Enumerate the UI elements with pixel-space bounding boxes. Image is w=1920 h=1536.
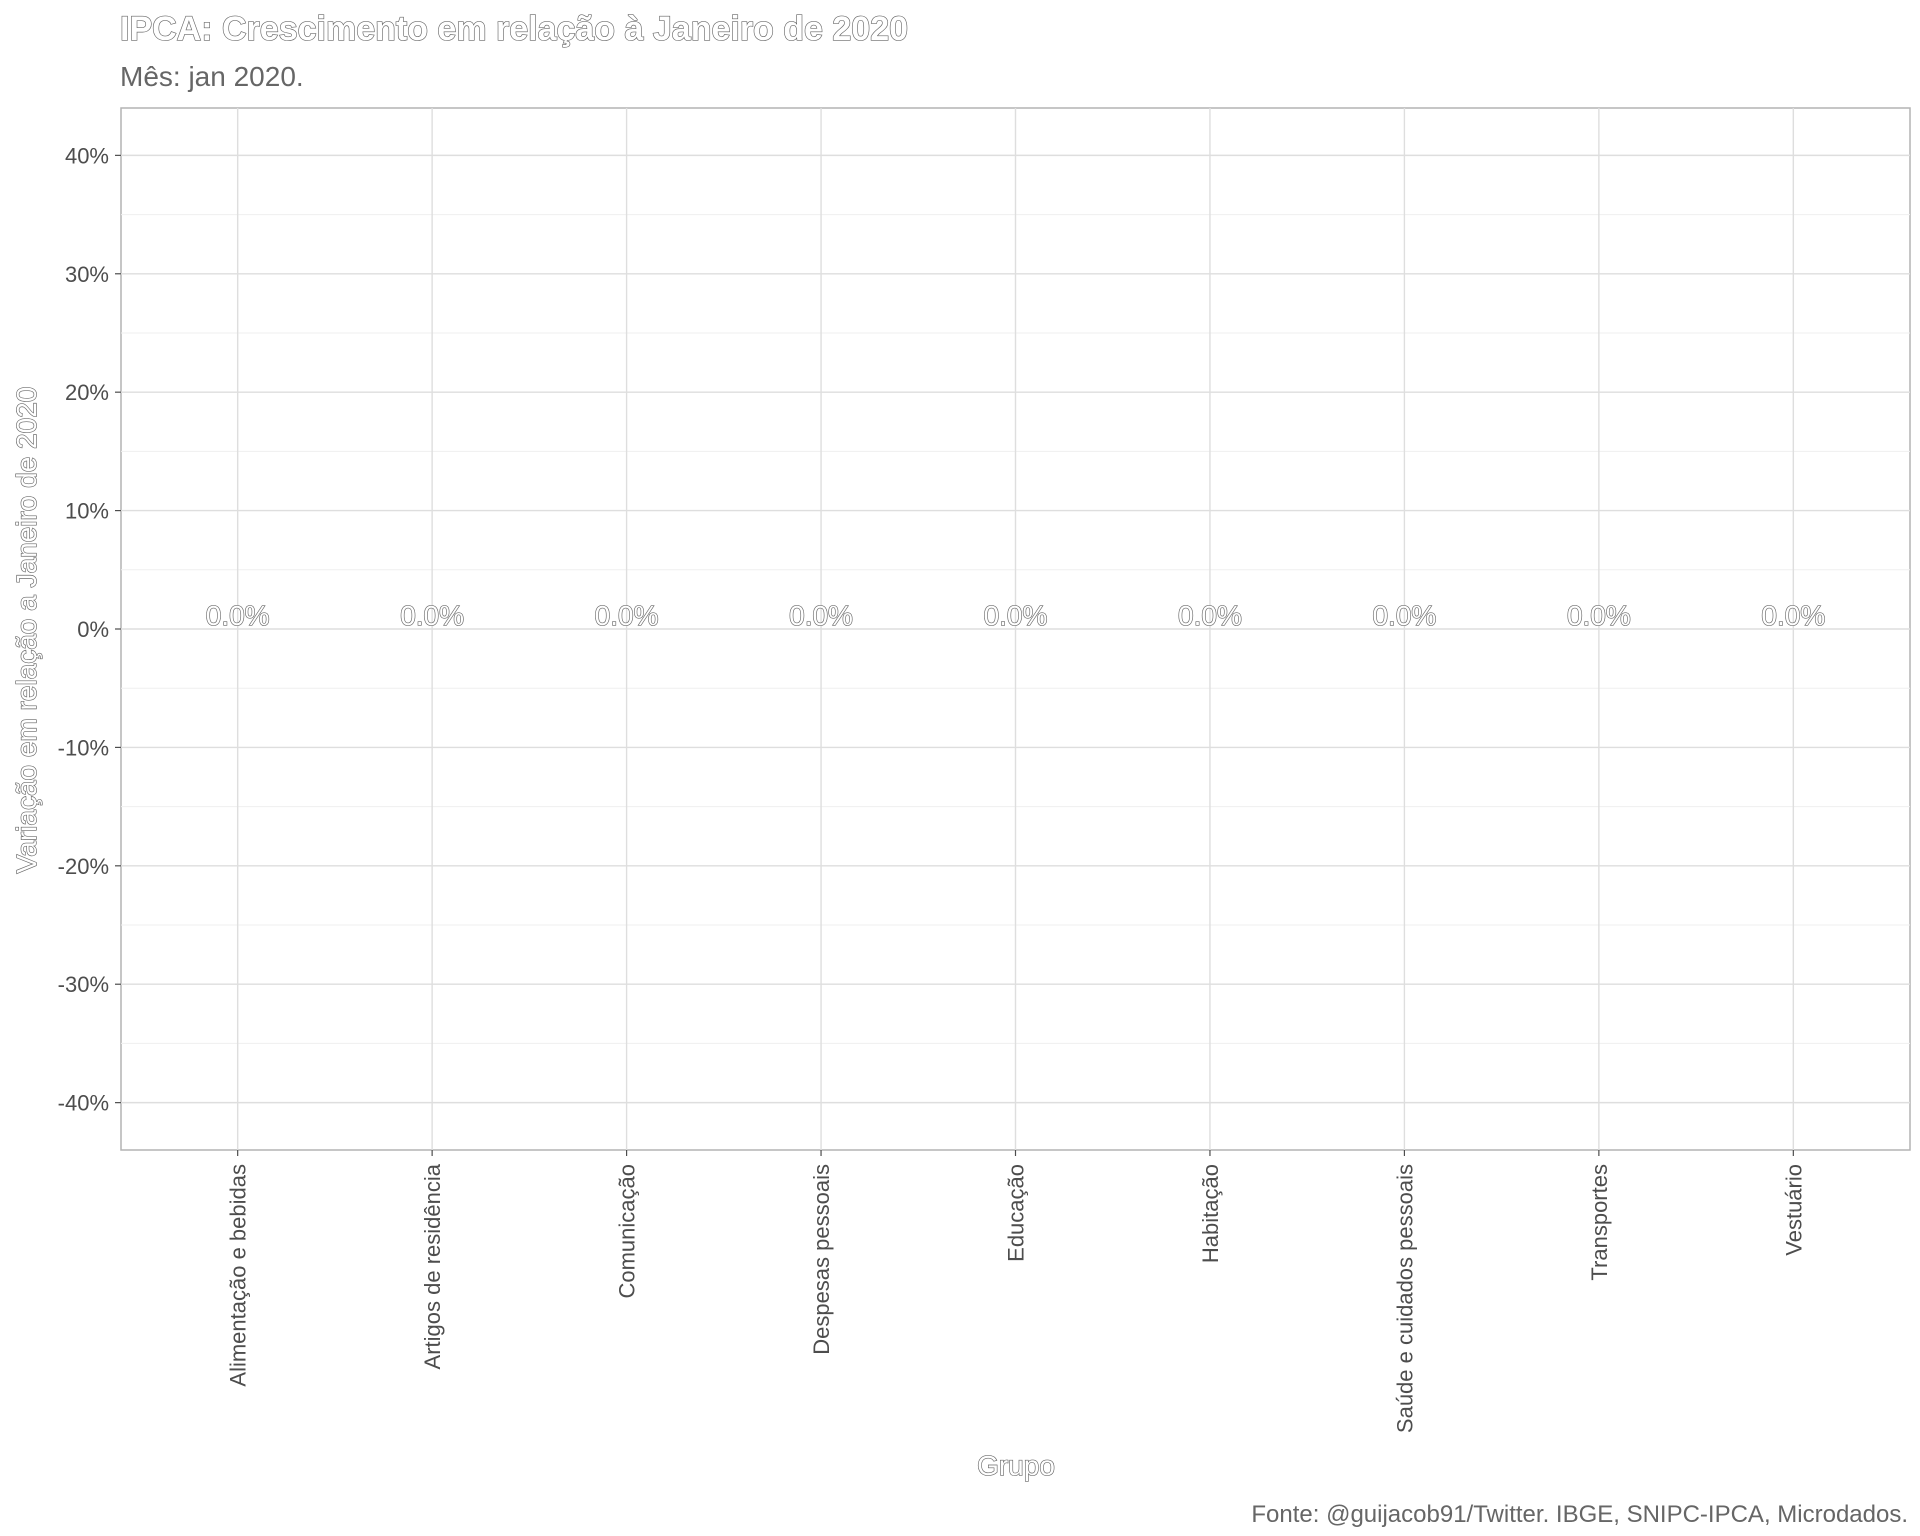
y-tick-label: 30% [65,262,109,287]
y-tick-label: -20% [58,854,109,879]
data-label: 0.0% [400,600,464,631]
chart-title: IPCA: Crescimento em relação à Janeiro d… [120,10,908,48]
y-axis-ticks: 40% 30% 20% 10% 0% -10% -20% -30% -40% [58,143,121,1116]
chart-caption: Fonte: @guijacob91/Twitter. IBGE, SNIPC-… [1251,1501,1908,1528]
x-tick-label: Comunicação [615,1164,640,1299]
y-tick-label: -30% [58,972,109,997]
y-tick-label: 10% [65,499,109,524]
x-tick-label: Despesas pessoais [809,1164,834,1355]
x-tick-label: Habitação [1198,1164,1223,1263]
grid [121,108,1910,1150]
x-tick-label: Saúde e cuidados pessoais [1392,1164,1417,1433]
value-labels: 0.0% 0.0% 0.0% 0.0% 0.0% 0.0% 0.0% 0.0% 0.0% [205,599,1826,631]
data-label: 0.0% [1761,600,1825,631]
data-label: 0.0% [1567,600,1631,631]
data-label: 0.0% [789,600,853,631]
x-tick-label: Transportes [1587,1164,1612,1281]
chart-subtitle: Mês: jan 2020. [120,61,304,92]
x-axis-ticks: Alimentação e bebidas Artigos de residênc… [226,1150,1806,1433]
data-label: 0.0% [595,600,659,631]
x-tick-label: Educação [1004,1164,1029,1262]
y-tick-label: -40% [58,1091,109,1116]
y-tick-label: 40% [65,143,109,168]
y-axis-label: Variação em relação a Janeiro de 2020 [11,387,42,874]
x-tick-label: Alimentação e bebidas [226,1164,251,1387]
y-tick-label: 20% [65,380,109,405]
data-label: 0.0% [1372,600,1436,631]
data-label: 0.0% [206,600,270,631]
y-tick-label: -10% [58,735,109,760]
y-tick-label: 0% [77,617,109,642]
x-tick-label: Vestuário [1781,1164,1806,1256]
data-label: 0.0% [1178,600,1242,631]
data-label: 0.0% [984,600,1048,631]
x-tick-label: Artigos de residência [420,1163,445,1369]
x-axis-label: Grupo [977,1450,1055,1481]
